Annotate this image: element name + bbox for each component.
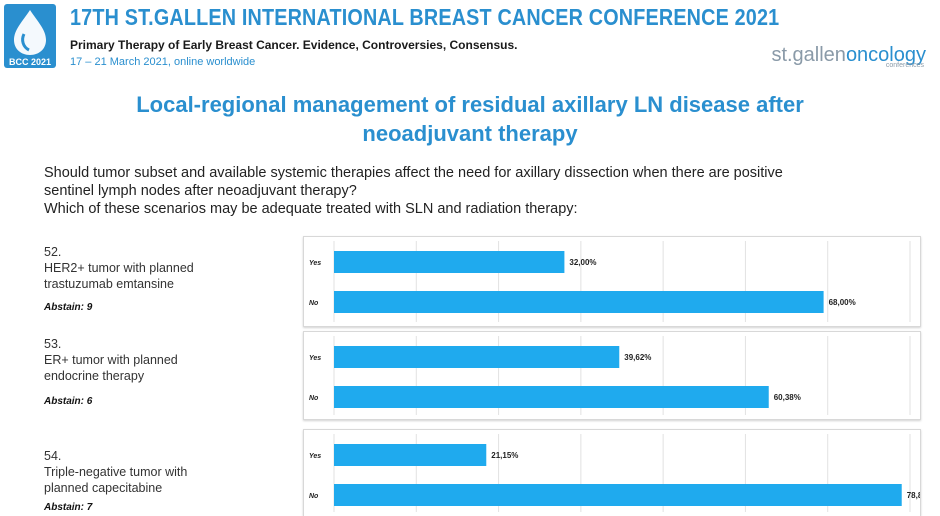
chart-panel-54: Yes 21,15% No 78,85% bbox=[303, 429, 921, 516]
data-label: 39,62% bbox=[624, 353, 651, 362]
category-label: No bbox=[309, 300, 319, 307]
question-54-label: 54. Triple-negative tumor with planned c… bbox=[44, 448, 187, 496]
question-number: 52. bbox=[44, 245, 62, 259]
abstain-count: Abstain: 9 bbox=[44, 302, 93, 313]
brand-part2: oncology bbox=[845, 44, 926, 66]
conference-subtitle: Primary Therapy of Early Breast Cancer. … bbox=[70, 38, 518, 52]
question-line: endocrine therapy bbox=[44, 369, 145, 383]
data-label: 21,15% bbox=[491, 451, 518, 460]
question-line-1: Should tumor subset and available system… bbox=[44, 165, 783, 181]
bar-no bbox=[334, 484, 902, 506]
conference-date: 17 – 21 March 2021, online worldwide bbox=[70, 56, 256, 68]
title-line-2: neoadjuvant therapy bbox=[362, 121, 578, 146]
question-line-3: Which of these scenarios may be adequate… bbox=[44, 201, 578, 217]
question-53-label: 53. ER+ tumor with planned endocrine the… bbox=[44, 336, 178, 384]
question-line: Triple-negative tumor with bbox=[44, 465, 188, 479]
bar-yes bbox=[334, 346, 620, 368]
slide-title: Local-regional management of residual ax… bbox=[60, 90, 880, 148]
conference-header: BCC 2021 17TH ST.GALLEN INTERNATIONAL BR… bbox=[0, 0, 940, 75]
bar-chart-52: Yes 32,00% No 68,00% bbox=[309, 241, 911, 322]
data-label: 78,85% bbox=[907, 491, 920, 500]
drop-icon bbox=[14, 10, 46, 55]
question-line: ER+ tumor with planned bbox=[44, 353, 178, 367]
data-label: 60,38% bbox=[774, 393, 801, 402]
brand-part1: st.gallen bbox=[771, 44, 846, 66]
question-line: planned capecitabine bbox=[44, 481, 163, 495]
title-line-1: Local-regional management of residual ax… bbox=[136, 92, 804, 117]
question-number: 54. bbox=[44, 449, 62, 463]
question-line: trastuzumab emtansine bbox=[44, 277, 174, 291]
logo-label: BCC 2021 bbox=[8, 57, 52, 67]
question-text: Should tumor subset and available system… bbox=[44, 164, 904, 218]
bcc-logo: BCC 2021 bbox=[4, 4, 56, 68]
bar-yes bbox=[334, 444, 487, 466]
bar-chart-53: Yes 39,62% No 60,38% bbox=[309, 336, 911, 415]
question-52-label: 52. HER2+ tumor with planned trastuzumab… bbox=[44, 244, 194, 292]
bar-yes bbox=[334, 251, 565, 273]
category-label: No bbox=[309, 395, 319, 402]
category-label: Yes bbox=[309, 355, 321, 362]
category-label: No bbox=[309, 493, 319, 500]
conference-title: 17TH ST.GALLEN INTERNATIONAL BREAST CANC… bbox=[70, 4, 780, 30]
bar-chart-54: Yes 21,15% No 78,85% bbox=[309, 434, 920, 512]
data-label: 68,00% bbox=[829, 298, 856, 307]
bar-no bbox=[334, 386, 769, 408]
category-label: Yes bbox=[309, 453, 321, 460]
chart-panel-52: Yes 32,00% No 68,00% bbox=[303, 236, 921, 327]
brand-logo: st.gallenoncology bbox=[771, 44, 926, 67]
question-line: HER2+ tumor with planned bbox=[44, 261, 194, 275]
category-label: Yes bbox=[309, 260, 321, 267]
bar-no bbox=[334, 291, 824, 313]
abstain-count: Abstain: 7 bbox=[44, 502, 93, 513]
brand-sub: conferences bbox=[885, 62, 924, 69]
abstain-count: Abstain: 6 bbox=[44, 396, 93, 407]
data-label: 32,00% bbox=[569, 258, 596, 267]
question-number: 53. bbox=[44, 337, 62, 351]
chart-panel-53: Yes 39,62% No 60,38% bbox=[303, 331, 921, 420]
question-line-2: sentinel lymph nodes after neoadjuvant t… bbox=[44, 183, 357, 199]
